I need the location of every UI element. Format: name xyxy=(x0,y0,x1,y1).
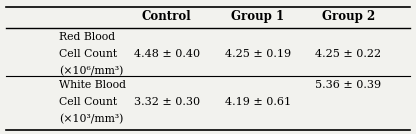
Text: Cell Count: Cell Count xyxy=(59,49,117,59)
Text: 4.48 ± 0.40: 4.48 ± 0.40 xyxy=(134,49,200,59)
Text: Cell Count: Cell Count xyxy=(59,97,117,107)
Text: Group 2: Group 2 xyxy=(322,10,375,23)
Text: 4.25 ± 0.19: 4.25 ± 0.19 xyxy=(225,49,291,59)
Text: 5.36 ± 0.39: 5.36 ± 0.39 xyxy=(315,80,381,90)
Text: 3.32 ± 0.30: 3.32 ± 0.30 xyxy=(134,97,200,107)
Text: White Blood: White Blood xyxy=(59,80,126,90)
Text: 4.19 ± 0.61: 4.19 ± 0.61 xyxy=(225,97,291,107)
Text: Control: Control xyxy=(142,10,191,23)
Text: 4.25 ± 0.22: 4.25 ± 0.22 xyxy=(315,49,381,59)
Text: (×10⁶/mm³): (×10⁶/mm³) xyxy=(59,66,124,76)
Text: (×10³/mm³): (×10³/mm³) xyxy=(59,114,124,125)
Text: Red Blood: Red Blood xyxy=(59,32,115,42)
Text: Group 1: Group 1 xyxy=(231,10,284,23)
